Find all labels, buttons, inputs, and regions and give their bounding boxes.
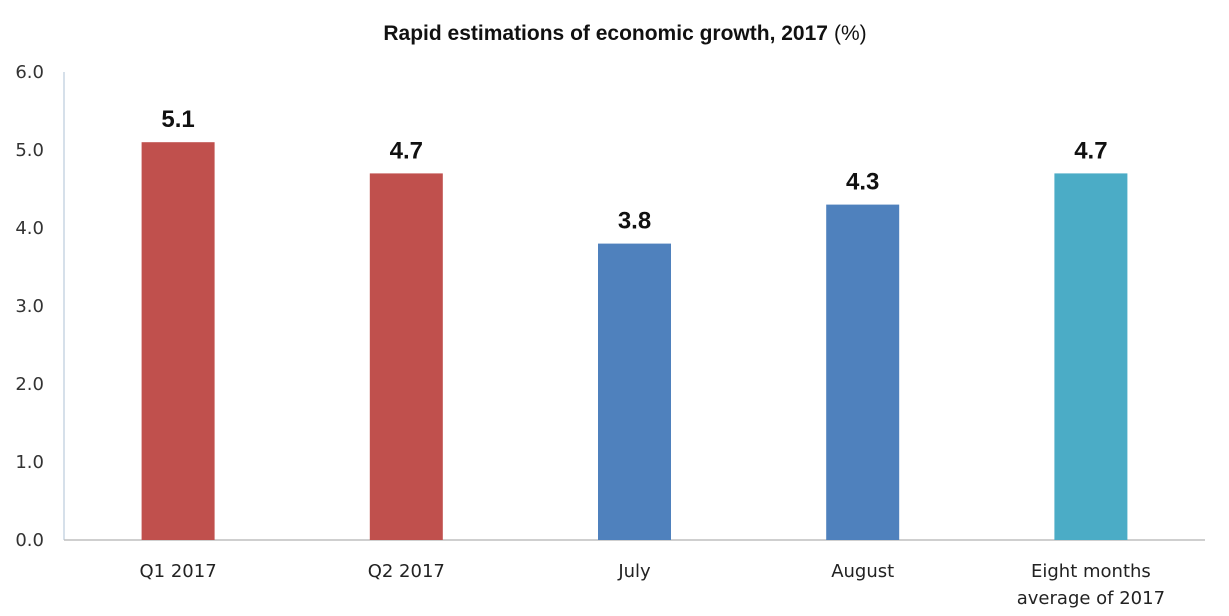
x-tick-label: Eight months average of 2017 (1017, 561, 1165, 609)
data-label: 4.7 (390, 137, 423, 164)
bar (1054, 173, 1128, 540)
chart-title-unit: (%) (834, 22, 867, 45)
y-tick-label: 4.0 (15, 218, 44, 239)
data-labels: 5.1 4.7 3.8 4.3 4.7 (161, 106, 1107, 234)
y-tick-label: 5.0 (15, 140, 44, 161)
y-tick-label: 3.0 (15, 296, 44, 317)
y-tick-label: 0.0 (15, 530, 44, 551)
x-tick-label: August (831, 561, 894, 582)
bars (141, 142, 1128, 540)
y-tick-labels: 0.0 1.0 2.0 3.0 4.0 5.0 6.0 (15, 62, 44, 551)
y-tick-label: 2.0 (15, 374, 44, 395)
x-tick-label: July (617, 561, 651, 582)
data-label: 5.1 (161, 106, 194, 133)
data-label: 3.8 (618, 208, 651, 235)
data-label: 4.3 (846, 169, 879, 196)
chart-title-text: Rapid estimations of economic growth, 20… (383, 22, 828, 45)
x-tick-label: Q1 2017 (140, 561, 217, 582)
chart-title: Rapid estimations of economic growth, 20… (383, 22, 866, 45)
y-tick-label: 1.0 (15, 452, 44, 473)
bar (141, 142, 215, 540)
x-tick-label: Q2 2017 (368, 561, 445, 582)
y-tick-label: 6.0 (15, 62, 44, 83)
bar (369, 173, 443, 540)
x-tick-labels: Q1 2017 Q2 2017 July August Eight months aver… (140, 561, 1166, 609)
bar (826, 204, 900, 540)
data-label: 4.7 (1074, 137, 1107, 164)
bar (598, 243, 671, 540)
